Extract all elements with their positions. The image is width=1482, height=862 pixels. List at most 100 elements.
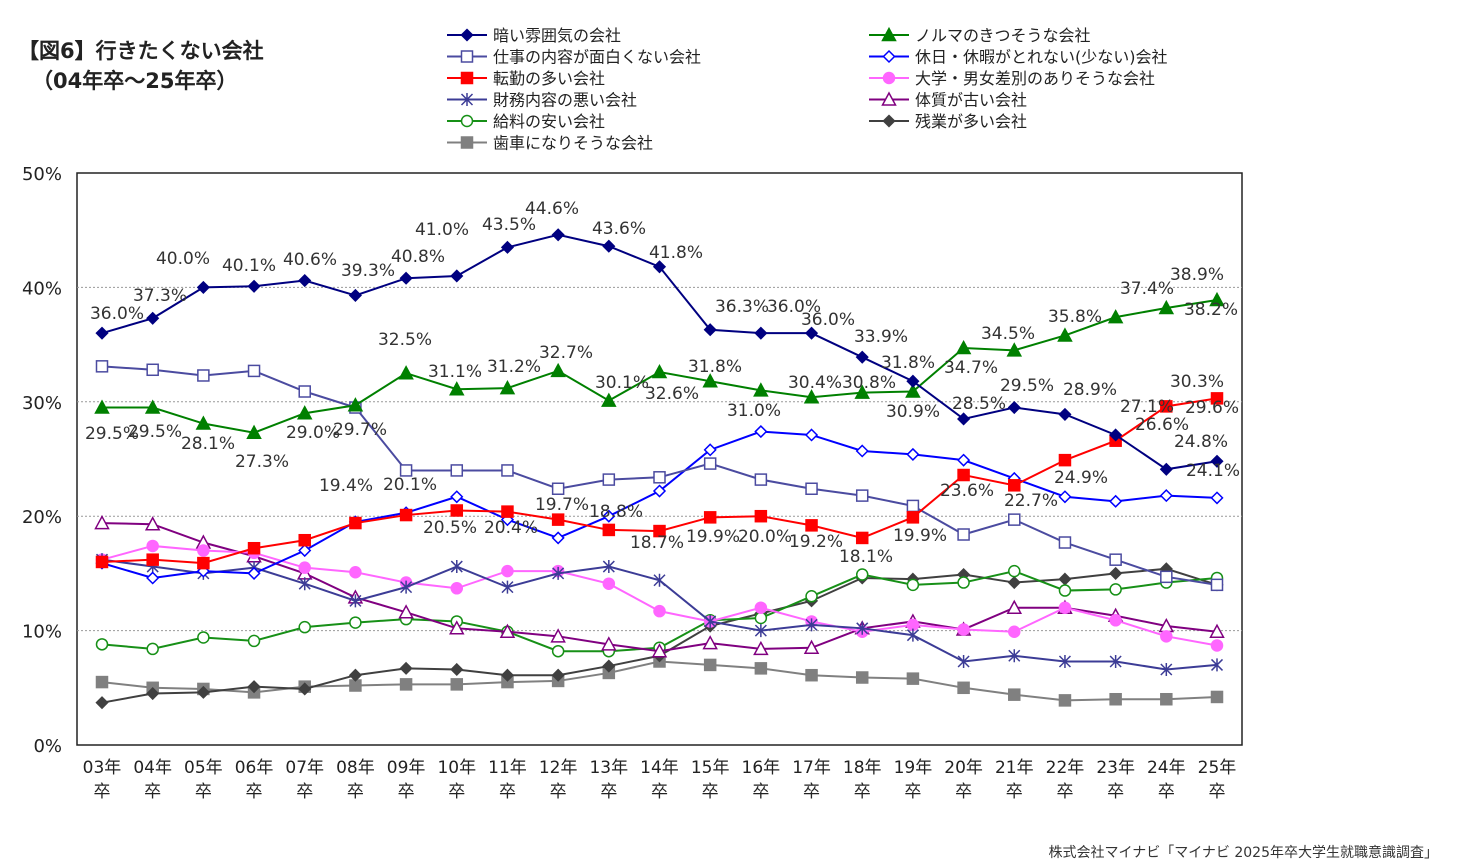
x-tick-label-line: 卒 (246, 782, 263, 802)
data-point (398, 365, 414, 380)
data-point (703, 658, 717, 672)
data-label: 20.1% (383, 475, 437, 495)
x-tick-label-line: 卒 (499, 782, 516, 802)
data-point (855, 444, 869, 458)
data-point (247, 566, 261, 580)
x-tick-label-line: 12年 (539, 758, 578, 778)
data-point (298, 577, 311, 591)
legend-label: 転勤の多い会社 (493, 69, 605, 88)
legend-item: 仕事の内容が面白くない会社 (447, 48, 701, 67)
data-point (906, 672, 920, 685)
data-point (805, 519, 818, 532)
data-label: 30.1% (595, 373, 649, 393)
x-tick-label-line: 卒 (955, 782, 972, 802)
chart-title-line2: （04年卒～25年卒） (32, 69, 238, 93)
data-point (450, 662, 464, 677)
x-tick-label: 14年卒 (640, 758, 679, 802)
data-point (146, 642, 159, 656)
data-point (856, 621, 869, 635)
x-tick-label-line: 卒 (1209, 782, 1226, 802)
x-tick-label-line: 卒 (854, 782, 871, 802)
data-point (906, 628, 919, 642)
data-point (298, 543, 312, 558)
data-point (197, 544, 210, 557)
data-point (753, 640, 769, 656)
x-tick-label: 12年卒 (539, 758, 578, 802)
data-point (1006, 342, 1023, 357)
x-tick-label-line: 08年 (336, 758, 375, 778)
legend-label: 給料の安い会社 (493, 112, 605, 131)
data-label: 39.3% (341, 261, 395, 281)
data-point (753, 382, 769, 397)
data-point (146, 363, 159, 377)
data-label: 22.7% (1004, 491, 1058, 511)
data-point (1107, 309, 1124, 324)
series-0 (95, 228, 1224, 476)
data-point (754, 624, 767, 638)
x-tick-label-line: 25年 (1198, 758, 1237, 778)
chart-title: 【図6】行きたくない会社 （04年卒～25年卒） (18, 36, 264, 96)
data-point (1160, 570, 1173, 584)
data-label: 30.4% (788, 373, 842, 393)
x-tick-label-line: 16年 (742, 758, 781, 778)
data-point (1008, 564, 1021, 578)
data-point (1008, 479, 1021, 492)
data-point (298, 385, 311, 398)
data-point (651, 643, 668, 658)
data-label: 19.9% (893, 526, 947, 546)
data-point (754, 326, 768, 340)
x-tick-label-line: 卒 (803, 782, 820, 802)
data-label: 34.7% (944, 358, 998, 378)
x-tick-label-line: 10年 (437, 758, 476, 778)
data-label: 33.9% (854, 327, 908, 347)
data-point (247, 279, 261, 293)
legend-item: 財務内容の悪い会社 (447, 91, 637, 110)
data-point (1159, 462, 1173, 476)
x-tick-label-line: 卒 (144, 782, 161, 802)
x-tick-label-line: 03年 (83, 758, 122, 778)
data-label: 29.6% (1185, 398, 1239, 418)
data-point (499, 623, 516, 638)
y-tick-label: 0% (33, 736, 62, 757)
data-point (602, 659, 616, 673)
data-point (906, 499, 920, 513)
data-label: 29.5% (1000, 376, 1054, 396)
data-point (551, 531, 565, 545)
x-tick-label-line: 卒 (347, 782, 364, 802)
data-point (1160, 692, 1173, 706)
data-point (652, 484, 667, 498)
data-label: 40.0% (156, 249, 210, 269)
data-point (247, 364, 261, 378)
data-point (704, 614, 717, 628)
data-point (247, 634, 261, 648)
x-tick-label: 15年卒 (691, 758, 730, 802)
x-tick-label-line: 07年 (285, 758, 324, 778)
data-point (399, 271, 413, 285)
series-1 (95, 360, 1224, 592)
data-point (804, 326, 819, 340)
data-point (1109, 428, 1123, 442)
data-point (602, 239, 616, 253)
data-label: 31.8% (881, 353, 935, 373)
y-tick-label: 20% (22, 507, 62, 528)
data-point (449, 620, 465, 635)
data-point (1109, 494, 1123, 508)
data-label: 41.8% (649, 243, 703, 263)
data-point (95, 360, 109, 373)
data-label: 18.1% (839, 547, 893, 567)
data-point (298, 682, 312, 696)
data-point (501, 580, 514, 594)
data-point (450, 678, 464, 691)
data-label: 27.3% (235, 452, 289, 472)
source-note: 株式会社マイナビ「マイナビ 2025年卒大学生就職意識調査」 (1048, 845, 1438, 861)
data-point (296, 405, 313, 420)
data-point (957, 623, 970, 636)
data-label: 23.6% (940, 481, 994, 501)
data-point (702, 373, 718, 388)
data-label: 20.0% (738, 527, 792, 547)
data-point (653, 524, 666, 538)
data-point (1006, 599, 1023, 614)
data-point (95, 638, 109, 651)
data-point (906, 511, 920, 524)
data-point (1109, 692, 1122, 706)
